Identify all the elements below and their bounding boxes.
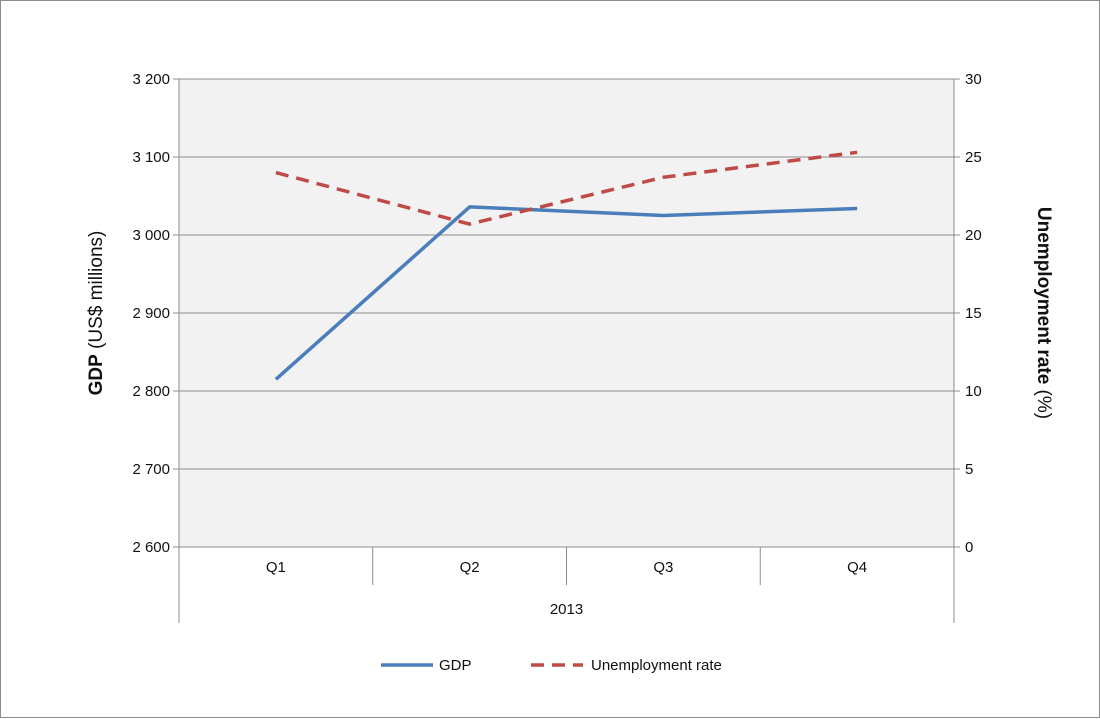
right-tick-label: 15: [965, 305, 982, 322]
category-group-label: 2013: [550, 601, 583, 618]
left-tick-label: 2 800: [132, 383, 170, 400]
left-tick-label: 3 000: [132, 227, 170, 244]
left-tick-label: 2 900: [132, 305, 170, 322]
right-axis-title-rest: (%): [1033, 384, 1054, 419]
left-tick-label: 2 600: [132, 539, 170, 556]
category-label: Q1: [266, 559, 286, 576]
right-tick-label: 30: [965, 71, 982, 88]
right-axis-ticks: 0 5 10 15 20 25 30: [954, 71, 982, 556]
right-axis-title-bold: Unemployment rate: [1033, 207, 1054, 384]
category-label: Q2: [460, 559, 480, 576]
right-tick-label: 25: [965, 149, 982, 166]
left-axis-title-bold: GDP: [86, 354, 107, 396]
left-tick-label: 2 700: [132, 461, 170, 478]
left-tick-label: 3 100: [132, 149, 170, 166]
right-tick-label: 10: [965, 383, 982, 400]
category-label: Q3: [653, 559, 673, 576]
legend-label: Unemployment rate: [591, 657, 722, 674]
right-tick-label: 0: [965, 539, 973, 556]
right-tick-label: 20: [965, 227, 982, 244]
left-tick-label: 3 200: [132, 71, 170, 88]
legend: GDP Unemployment rate: [381, 657, 722, 674]
legend-label: GDP: [439, 657, 472, 674]
category-label: Q4: [847, 559, 867, 576]
right-axis-title: Unemployment rate (%): [1033, 207, 1054, 419]
left-axis-title-rest: (US$ millions): [86, 231, 107, 355]
left-axis-title: GDP (US$ millions): [86, 231, 107, 396]
left-axis-ticks: 2 600 2 700 2 800 2 900 3 000 3 100 3 200: [132, 71, 179, 556]
right-tick-label: 5: [965, 461, 973, 478]
